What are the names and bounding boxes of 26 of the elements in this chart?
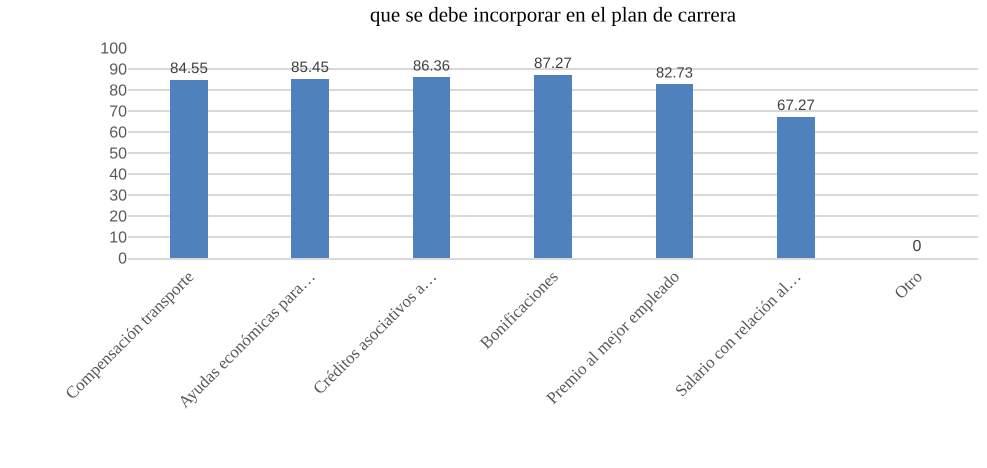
data-label: 87.27 [534, 55, 572, 72]
bar [291, 79, 329, 258]
y-tick-label: 80 [109, 82, 128, 100]
bar [656, 84, 693, 258]
y-tick-label: 0 [118, 250, 128, 268]
y-tick-label: 30 [109, 188, 128, 205]
y-tick-label: 70 [109, 104, 128, 121]
data-label: 0 [912, 238, 922, 255]
bar [170, 80, 208, 258]
y-tick-label: 40 [109, 166, 128, 184]
data-label: 86.36 [413, 58, 450, 74]
x-tick-label: Otro [890, 267, 926, 303]
bar [413, 77, 450, 258]
y-tick-label: 50 [109, 146, 128, 163]
y-tick-label: 100 [100, 40, 128, 58]
bar [777, 117, 815, 258]
bar [534, 75, 572, 258]
y-tick-label: 20 [109, 208, 128, 226]
y-tick-label: 60 [109, 124, 128, 142]
data-label: 67.27 [777, 97, 815, 114]
y-tick-label: 10 [109, 230, 128, 247]
data-label: 84.55 [170, 60, 208, 78]
data-label: 82.73 [656, 65, 693, 82]
chart-title: que se debe incorporar en el plan de carrera [370, 2, 737, 26]
y-tick-label: 90 [109, 62, 128, 79]
data-label: 85.45 [291, 59, 329, 76]
